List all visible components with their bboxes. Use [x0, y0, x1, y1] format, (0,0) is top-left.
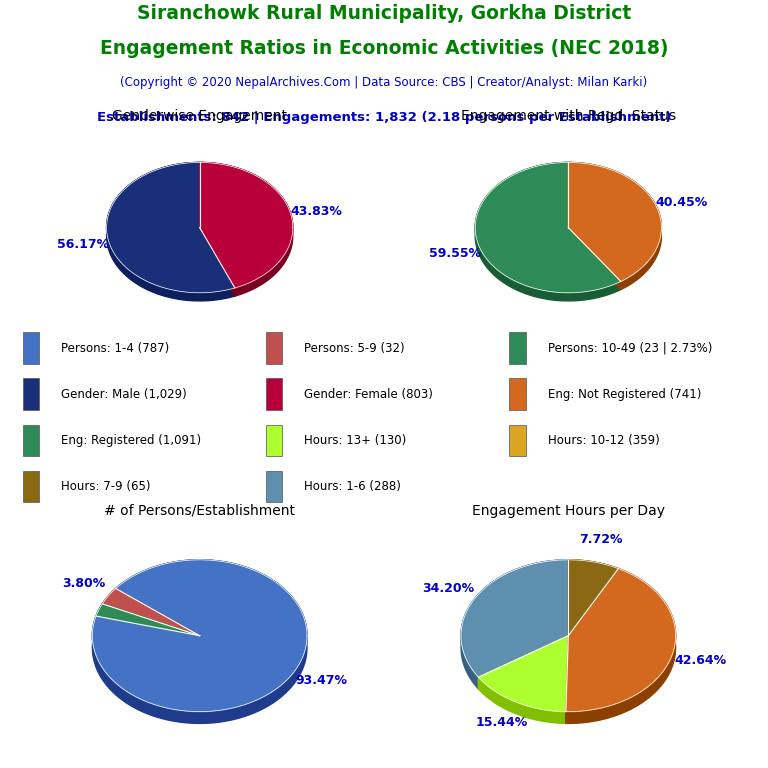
Text: 40.45%: 40.45% — [656, 196, 708, 209]
Bar — [23, 425, 39, 456]
Polygon shape — [102, 604, 200, 647]
Polygon shape — [568, 560, 618, 581]
Polygon shape — [478, 636, 568, 712]
Polygon shape — [96, 604, 102, 628]
Polygon shape — [566, 636, 568, 723]
Bar — [266, 333, 283, 364]
Bar — [509, 379, 525, 410]
Polygon shape — [200, 227, 235, 296]
Text: Hours: 1-6 (288): Hours: 1-6 (288) — [304, 480, 401, 493]
Text: Engagement Ratios in Economic Activities (NEC 2018): Engagement Ratios in Economic Activities… — [100, 39, 668, 58]
Polygon shape — [475, 163, 621, 301]
Text: Persons: 1-4 (787): Persons: 1-4 (787) — [61, 342, 169, 355]
Text: Siranchowk Rural Municipality, Gorkha District: Siranchowk Rural Municipality, Gorkha Di… — [137, 4, 631, 23]
Polygon shape — [102, 588, 116, 616]
Title: Engagement with Regd. Status: Engagement with Regd. Status — [461, 109, 676, 123]
Polygon shape — [568, 568, 618, 647]
Text: 3.80%: 3.80% — [62, 577, 105, 590]
Text: Establishments: 842 | Engagements: 1,832 (2.18 persons per Establishment): Establishments: 842 | Engagements: 1,832… — [97, 111, 671, 124]
Text: 15.44%: 15.44% — [476, 716, 528, 729]
Polygon shape — [107, 163, 235, 301]
Text: 59.55%: 59.55% — [429, 247, 481, 260]
Polygon shape — [102, 588, 200, 636]
Bar — [23, 471, 39, 502]
Polygon shape — [568, 568, 618, 647]
Polygon shape — [568, 560, 618, 636]
Text: Hours: 10-12 (359): Hours: 10-12 (359) — [548, 434, 660, 447]
Text: Gender: Female (803): Gender: Female (803) — [304, 388, 433, 401]
Bar — [266, 471, 283, 502]
Polygon shape — [116, 588, 200, 647]
Title: Engagement Hours per Day: Engagement Hours per Day — [472, 504, 665, 518]
Text: 7.72%: 7.72% — [579, 533, 623, 546]
Polygon shape — [566, 568, 676, 712]
Polygon shape — [200, 163, 293, 288]
Polygon shape — [461, 560, 568, 677]
Text: Hours: 7-9 (65): Hours: 7-9 (65) — [61, 480, 151, 493]
Text: Persons: 10-49 (23 | 2.73%): Persons: 10-49 (23 | 2.73%) — [548, 342, 712, 355]
Polygon shape — [92, 560, 307, 723]
Polygon shape — [478, 636, 568, 689]
Polygon shape — [96, 604, 200, 636]
Polygon shape — [475, 163, 621, 293]
Polygon shape — [566, 568, 676, 723]
Polygon shape — [107, 163, 235, 293]
Text: 43.83%: 43.83% — [290, 204, 342, 217]
Polygon shape — [102, 604, 200, 647]
Polygon shape — [568, 163, 661, 290]
Text: Hours: 13+ (130): Hours: 13+ (130) — [304, 434, 406, 447]
Polygon shape — [568, 227, 621, 290]
Text: Eng: Not Registered (741): Eng: Not Registered (741) — [548, 388, 701, 401]
Polygon shape — [96, 616, 200, 647]
Text: 42.64%: 42.64% — [674, 654, 726, 667]
Polygon shape — [92, 560, 307, 712]
Bar — [23, 333, 39, 364]
Text: 56.17%: 56.17% — [57, 237, 109, 250]
Title: Genderwise Engagement: Genderwise Engagement — [112, 109, 287, 123]
Bar — [266, 425, 283, 456]
Text: (Copyright © 2020 NepalArchives.Com | Data Source: CBS | Creator/Analyst: Milan : (Copyright © 2020 NepalArchives.Com | Da… — [121, 76, 647, 89]
Polygon shape — [461, 560, 568, 689]
Polygon shape — [116, 588, 200, 647]
Polygon shape — [96, 616, 200, 647]
Polygon shape — [478, 677, 566, 723]
Text: 34.20%: 34.20% — [422, 582, 475, 595]
Title: # of Persons/Establishment: # of Persons/Establishment — [104, 504, 295, 518]
Text: Persons: 5-9 (32): Persons: 5-9 (32) — [304, 342, 405, 355]
Polygon shape — [478, 636, 568, 689]
Polygon shape — [566, 636, 568, 723]
Text: 93.47%: 93.47% — [295, 674, 347, 687]
Polygon shape — [200, 163, 293, 296]
Polygon shape — [200, 227, 235, 296]
Bar — [509, 333, 525, 364]
Text: Eng: Registered (1,091): Eng: Registered (1,091) — [61, 434, 201, 447]
Polygon shape — [568, 227, 621, 290]
Text: Gender: Male (1,029): Gender: Male (1,029) — [61, 388, 187, 401]
Bar — [23, 379, 39, 410]
Bar — [266, 379, 283, 410]
Polygon shape — [568, 163, 661, 281]
Bar — [509, 425, 525, 456]
